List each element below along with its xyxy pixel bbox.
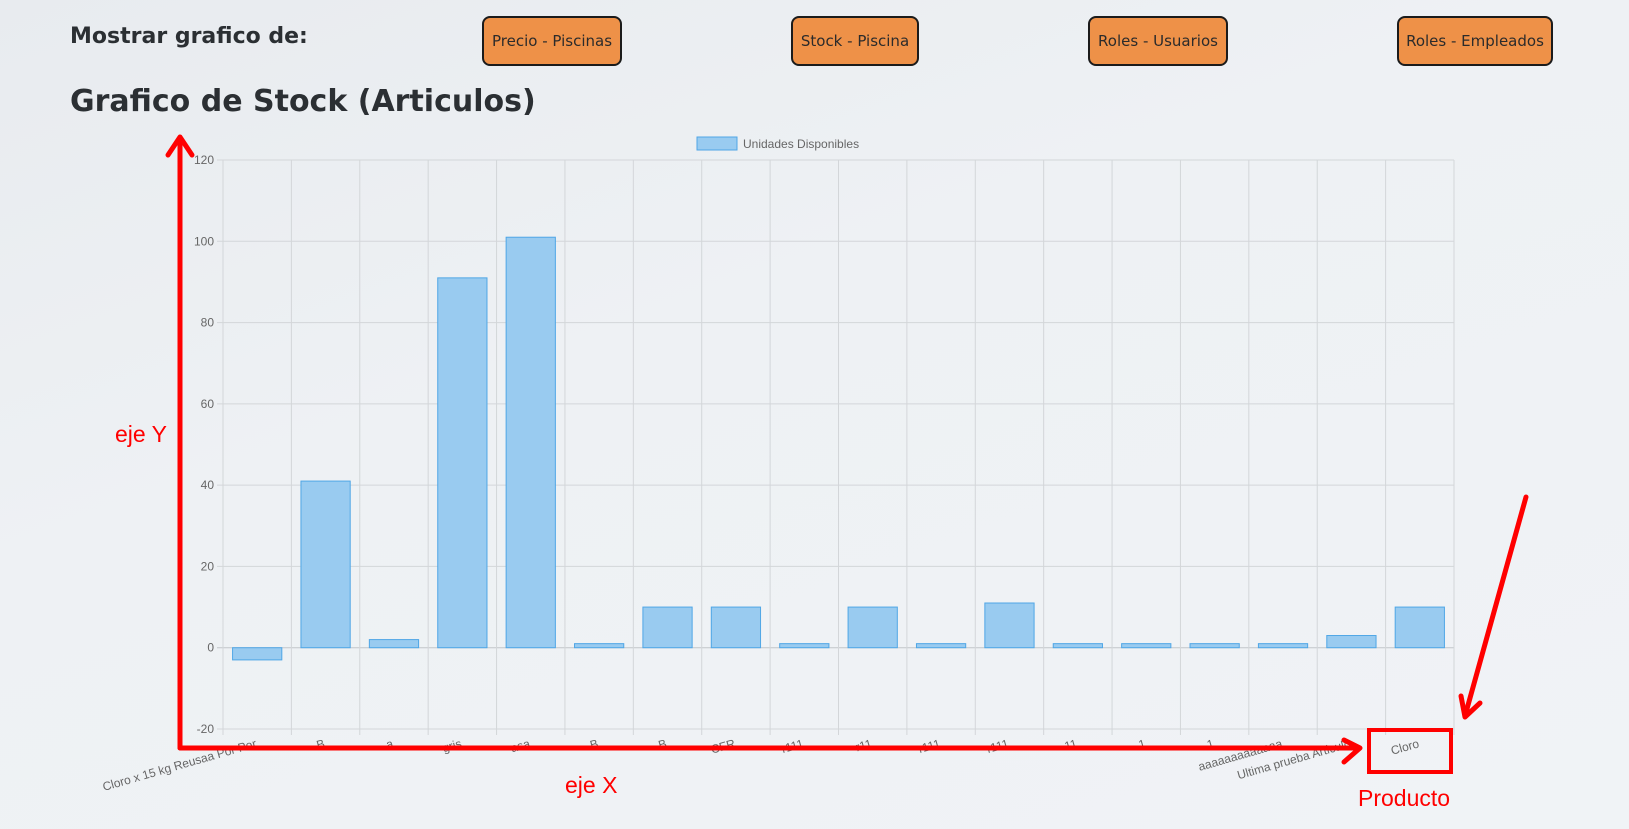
producto-pointer-arrow-line	[1462, 494, 1529, 719]
x-tick-label: B	[588, 736, 600, 752]
bar	[642, 606, 693, 649]
x-tick-label: B	[315, 736, 327, 752]
legend-swatch	[696, 136, 738, 151]
show-chart-label: Mostrar grafico de:	[70, 24, 308, 49]
roles-usuarios-button[interactable]: Roles - Usuarios	[1088, 16, 1228, 66]
y-tick-label: 40	[201, 478, 215, 492]
bar	[505, 236, 556, 649]
y-axis-annotation: eje Y	[115, 421, 167, 447]
chart-legend: Unidades Disponibles	[696, 136, 859, 151]
bar	[437, 277, 488, 649]
x-axis-annotation: eje X	[565, 772, 617, 798]
producto-annotation: Producto	[1358, 785, 1450, 811]
chart-grid	[217, 159, 1455, 735]
y-tick-label: 20	[201, 559, 215, 573]
bar	[1326, 635, 1377, 649]
y-tick-label: 120	[194, 153, 214, 167]
y-tick-label: 0	[207, 641, 214, 655]
y-tick-labels: -20 0 20 40 60 80 100 120	[194, 153, 214, 736]
bar	[1257, 643, 1309, 649]
bar	[1189, 643, 1240, 649]
y-tick-label: 80	[201, 316, 215, 330]
bar	[847, 606, 898, 649]
stock-piscina-button[interactable]: Stock - Piscina	[791, 16, 919, 66]
annotations: eje Y eje X Producto	[115, 134, 1529, 811]
y-tick-label: 60	[201, 397, 215, 411]
x-axis-arrow-head	[1341, 737, 1363, 765]
precio-piscinas-button[interactable]: Precio - Piscinas	[482, 16, 622, 66]
x-tick-label: r11	[854, 736, 874, 754]
x-tick-label: 11	[1063, 736, 1079, 753]
y-tick-label: -20	[197, 722, 215, 736]
y-tick-label: 100	[194, 234, 214, 248]
x-tick-label: Cloro	[1389, 736, 1421, 757]
bar	[779, 643, 830, 649]
legend-label: Unidades Disponibles	[743, 137, 859, 151]
producto-pointer-arrow-head	[1458, 693, 1483, 720]
bar	[232, 647, 283, 661]
chart-bars	[232, 236, 1445, 661]
bar	[984, 602, 1035, 649]
bar	[915, 643, 967, 649]
producto-highlight-box	[1367, 728, 1453, 774]
x-tick-label: B	[657, 736, 669, 752]
roles-empleados-button[interactable]: Roles - Empleados	[1397, 16, 1553, 66]
bar	[710, 606, 762, 649]
bar	[574, 643, 625, 649]
bar	[1121, 643, 1172, 649]
page-title: Grafico de Stock (Articulos)	[70, 84, 536, 119]
x-tick-label: a	[385, 736, 396, 751]
bar	[368, 639, 420, 649]
y-axis-arrow-head	[165, 134, 195, 158]
x-tick-labels: Cloro x 15 kg Reusaa Por PorBagrisasaBBC…	[101, 736, 1421, 793]
bar	[1394, 606, 1445, 649]
x-tick-label: 1	[1205, 736, 1216, 751]
bar	[300, 480, 351, 649]
x-tick-label: 1	[1137, 736, 1148, 751]
bar	[1052, 643, 1103, 649]
